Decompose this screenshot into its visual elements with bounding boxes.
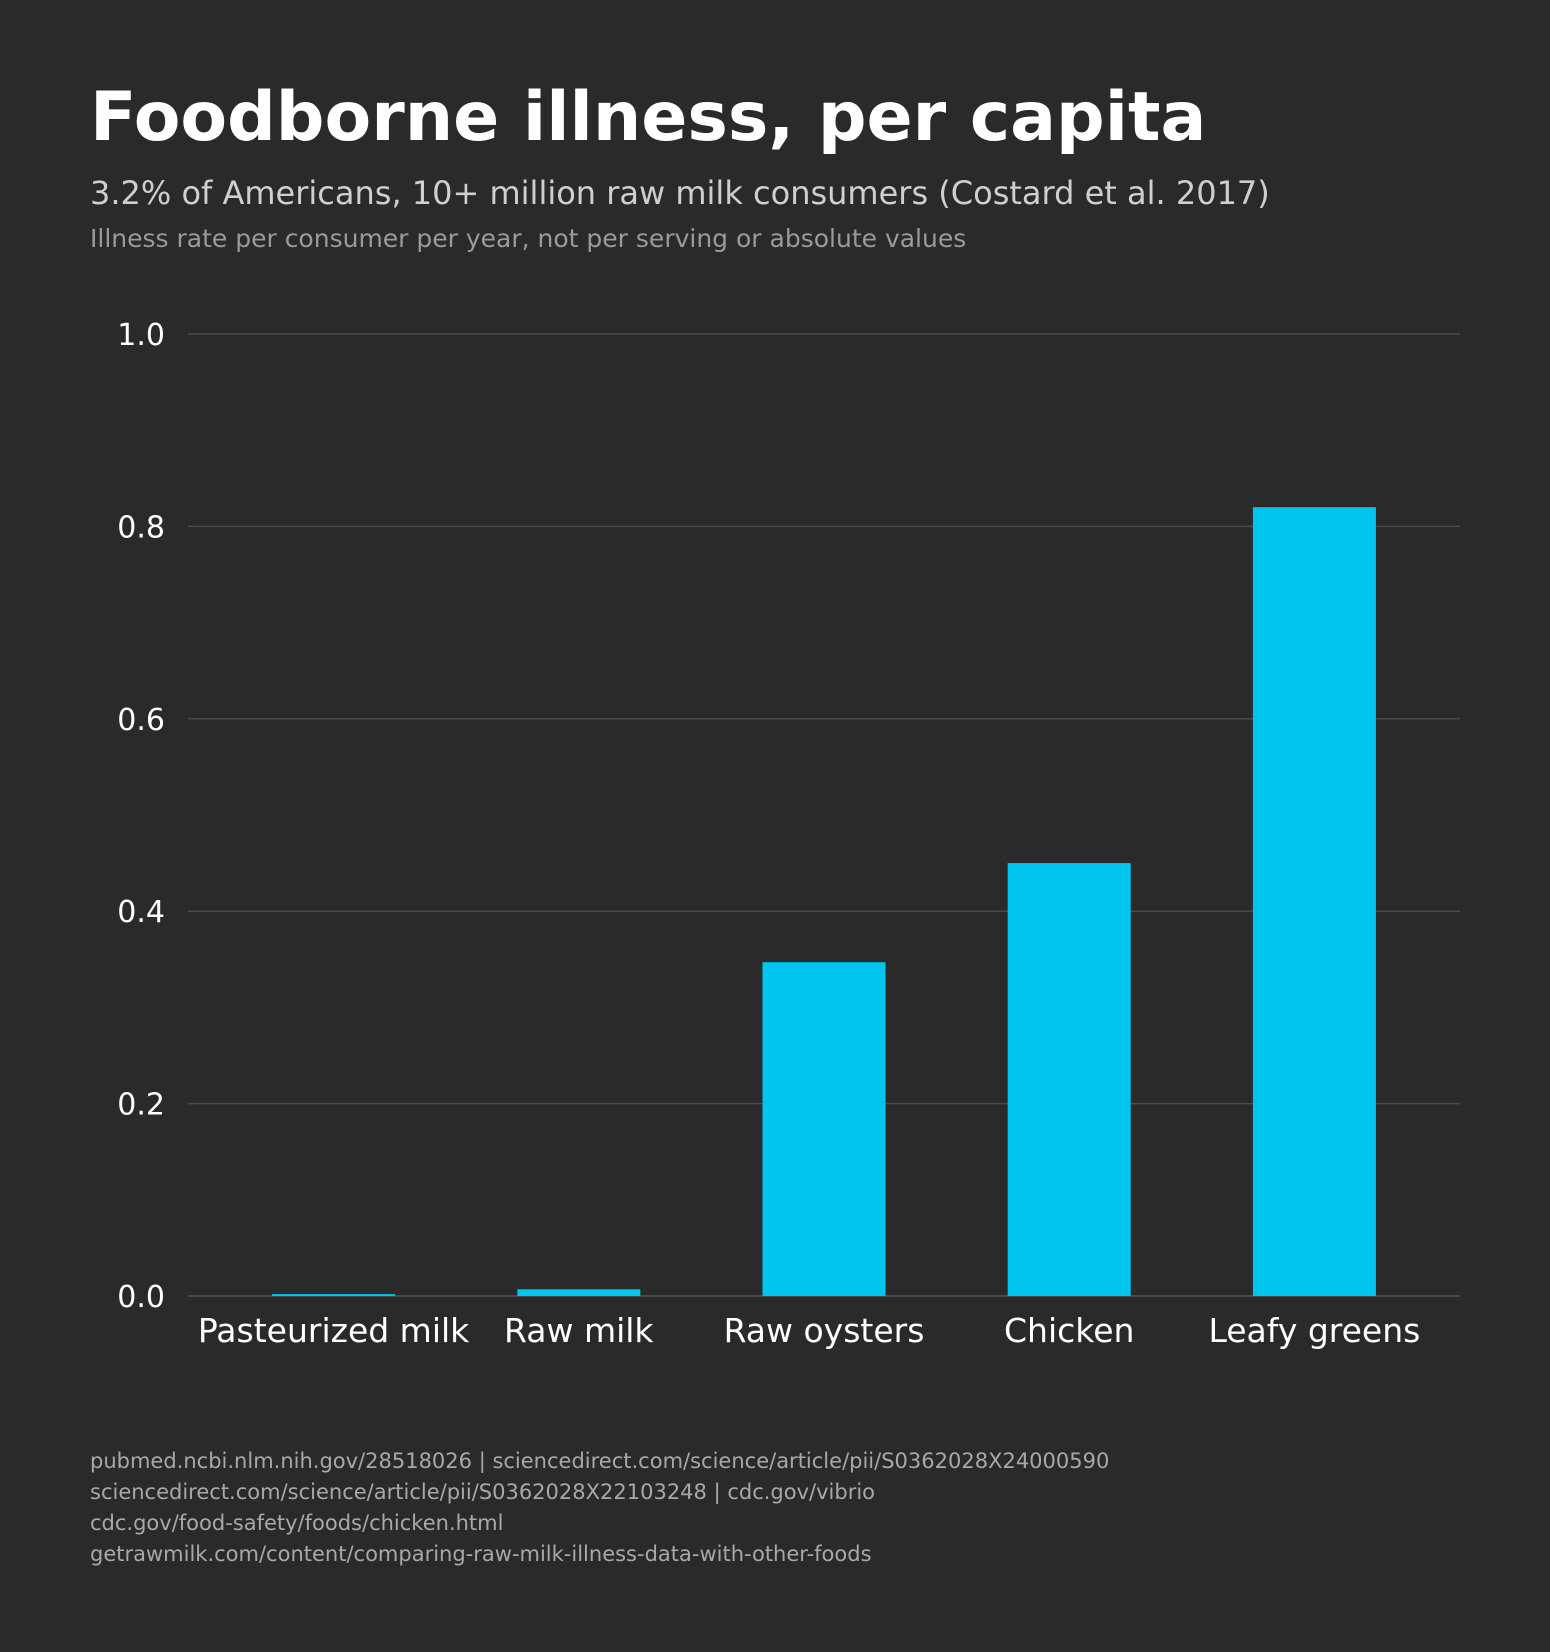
- bar: [762, 962, 886, 1296]
- x-tick-label: Leafy greens: [1208, 1311, 1420, 1350]
- sources-footer: pubmed.ncbi.nlm.nih.gov/28518026 | scien…: [90, 1446, 1109, 1570]
- bar: [517, 1289, 641, 1296]
- source-line: sciencedirect.com/science/article/pii/S0…: [90, 1480, 876, 1504]
- source-line: pubmed.ncbi.nlm.nih.gov/28518026 | scien…: [90, 1449, 1110, 1473]
- y-tick-label: 0.8: [117, 510, 165, 545]
- chart-title: Foodborne illness, per capita: [90, 78, 1207, 157]
- chart-note: Illness rate per consumer per year, not …: [90, 224, 967, 253]
- y-tick-label: 0.0: [117, 1280, 165, 1315]
- y-tick-label: 0.6: [117, 703, 165, 738]
- bar: [1252, 507, 1376, 1296]
- x-tick-label: Pasteurized milk: [198, 1311, 470, 1350]
- bar: [1007, 863, 1131, 1296]
- x-tick-label: Chicken: [1004, 1311, 1134, 1350]
- y-tick-label: 0.2: [117, 1088, 165, 1123]
- y-tick-label: 1.0: [117, 318, 165, 353]
- source-line: getrawmilk.com/content/comparing-raw-mil…: [90, 1542, 872, 1566]
- x-tick-label: Raw oysters: [724, 1311, 925, 1350]
- x-tick-label: Raw milk: [504, 1311, 654, 1350]
- y-tick-label: 0.4: [117, 895, 165, 930]
- bar-chart: 0.0 0.2 0.4 0.6 0.8 1.0 Pasteurized milk Raw mi…: [117, 318, 1460, 1350]
- bar: [272, 1294, 396, 1296]
- source-line: cdc.gov/food-safety/foods/chicken.html: [90, 1511, 504, 1535]
- chart-subtitle: 3.2% of Americans, 10+ million raw milk …: [90, 174, 1270, 212]
